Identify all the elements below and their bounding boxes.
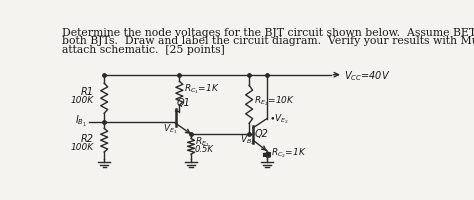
Text: $I_{B_1}$: $I_{B_1}$ [75,114,87,129]
Text: $V_{E_1}$: $V_{E_1}$ [163,122,178,136]
Text: Q2: Q2 [255,128,268,138]
Text: Q1: Q1 [177,97,191,107]
Text: R1: R1 [81,87,93,97]
Text: R2: R2 [81,133,93,143]
Text: $V_{B_2}$: $V_{B_2}$ [240,133,255,147]
Text: $V_{CC}$=40V: $V_{CC}$=40V [345,69,391,83]
Text: both BJTs.  Draw and label the circuit diagram.  Verify your results with Multis: both BJTs. Draw and label the circuit di… [63,36,474,46]
Text: $R_{C_2}$=1K: $R_{C_2}$=1K [271,146,307,160]
Text: 100K: 100K [70,96,93,105]
Text: $R_{E_1}$: $R_{E_1}$ [195,135,210,148]
Text: $R_{E_2}$=10K: $R_{E_2}$=10K [254,94,295,107]
Text: 0.5K: 0.5K [195,144,214,153]
Text: $R_{C_1}$=1K: $R_{C_1}$=1K [184,82,219,96]
Text: $\bullet V_{E_2}$: $\bullet V_{E_2}$ [269,112,290,125]
Text: attach schematic.  [25 points]: attach schematic. [25 points] [63,45,225,55]
Text: Determine the node voltages for the BJT circuit shown below.  Assume BETA of 99 : Determine the node voltages for the BJT … [63,28,474,38]
Text: 100K: 100K [70,142,93,151]
